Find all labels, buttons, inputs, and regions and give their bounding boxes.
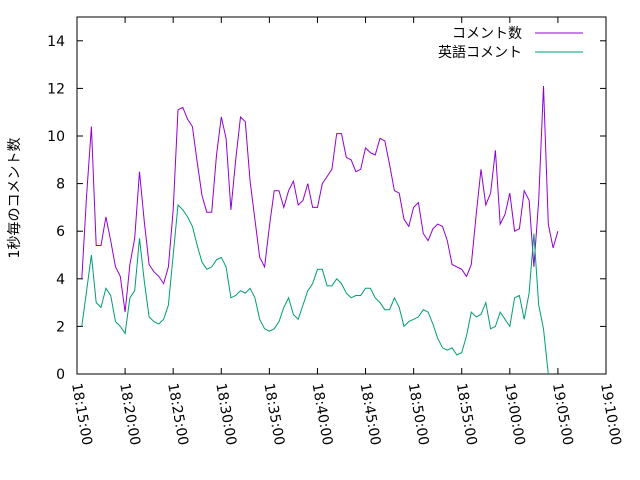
x-tick-label: 18:50:00 — [405, 382, 432, 447]
legend-label: 英語コメント — [438, 44, 522, 61]
x-tick-label: 18:35:00 — [260, 382, 287, 447]
x-tick-label: 18:55:00 — [453, 382, 480, 447]
plot-frame — [76, 16, 607, 375]
y-tick-label: 4 — [56, 272, 65, 288]
x-tick-label: 18:20:00 — [116, 382, 143, 447]
x-tick-label: 19:00:00 — [501, 382, 528, 447]
y-tick-label: 6 — [56, 224, 65, 240]
x-tick-label: 18:30:00 — [212, 382, 239, 447]
plot-area-border — [76, 16, 607, 375]
y-tick-label: 0 — [56, 367, 65, 383]
x-tick-label: 18:15:00 — [68, 382, 95, 447]
y-tick-label: 2 — [56, 319, 65, 335]
x-axis: 18:15:00 18:20:00 18:25:00 18:30:00 18:35:00… — [68, 17, 624, 447]
y-tick-label: 12 — [47, 81, 65, 97]
series-line-0 — [81, 85, 559, 313]
y-axis-label: 1秒毎のコメント数 — [7, 138, 23, 259]
y-tick-label: 10 — [47, 129, 65, 145]
x-tick-label: 19:05:00 — [549, 382, 576, 447]
x-tick-label: 18:40:00 — [309, 382, 336, 447]
series-lines — [81, 85, 559, 375]
x-tick-label: 18:25:00 — [164, 382, 191, 447]
legend-label: コメント数 — [452, 26, 522, 42]
y-tick-label: 8 — [56, 177, 65, 193]
y-tick-label: 14 — [47, 34, 65, 50]
series-line-1 — [81, 203, 549, 375]
y-axis: 0 2 4 6 8 10 12 14 — [47, 34, 606, 383]
x-tick-label: 19:10:00 — [597, 382, 624, 447]
x-tick-label: 18:45:00 — [357, 382, 384, 447]
